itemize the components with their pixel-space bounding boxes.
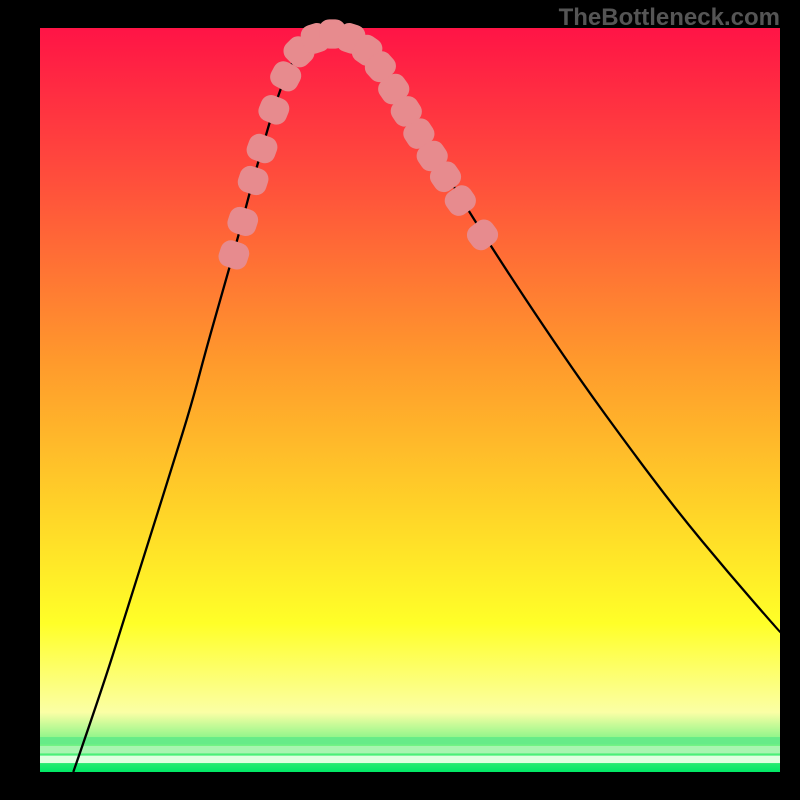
curve-overlay [0,0,800,800]
curve-marker [236,164,271,197]
chart-stage: TheBottleneck.com [0,0,800,800]
curve-marker [225,205,260,238]
curve-marker [244,132,279,166]
gradient-band [40,737,780,744]
gradient-band [40,746,780,753]
gradient-band [40,756,780,763]
curve-marker [463,216,501,254]
curve-marker [216,238,251,271]
curve-marker [256,93,292,128]
